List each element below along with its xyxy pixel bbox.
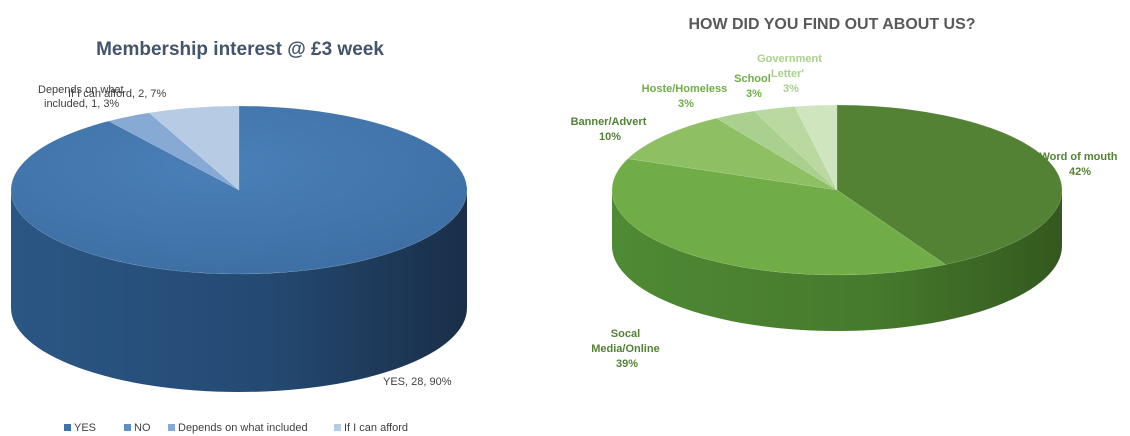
right-label-social-media: Socal Media/Online 39% [591,328,663,370]
right-label-school-line2: 3% [746,88,762,100]
right-label-hostel-line2: 3% [678,98,694,110]
right-slice-word-of-mouth[interactable] [836,104,1063,265]
left-label-depends-line2: included, 1, 3% [44,98,119,110]
right-pie-slices [611,104,1063,276]
right-label-word-of-mouth: Word of mouth 42% [1039,151,1120,178]
left-label-depends: Depends on what included, 1, 3% [38,84,127,110]
legend-swatch-afford [334,424,341,431]
left-pie-side [11,190,467,392]
left-chart-title: Membership interest @ £3 week [96,39,384,60]
legend-label-depends: Depends on what included [178,422,308,434]
right-label-school-line1: School [734,73,771,85]
right-label-gov-line1: Government [757,53,822,65]
right-label-banner-line2: 10% [599,131,621,143]
right-label-banner-line1: Banner/Advert [571,116,647,128]
left-slice-afford[interactable] [148,105,240,191]
legend-swatch-no [124,424,131,431]
right-label-social-line3: 39% [616,358,638,370]
right-label-hostel-line1: Hoste/Homeless [642,83,728,95]
right-chart: HOW DID YOU FIND OUT ABOUT US? Word of m… [571,16,1120,370]
right-slice-school[interactable] [753,106,838,191]
right-label-school: School 3% [734,73,774,100]
right-label-social-line2: Media/Online [591,343,659,355]
right-label-banner: Banner/Advert 10% [571,116,650,143]
right-chart-title: HOW DID YOU FIND OUT ABOUT US? [688,16,975,33]
legend-label-no: NO [134,422,151,434]
right-slice-banner[interactable] [627,118,838,191]
legend-swatch-depends [168,424,175,431]
left-slice-depends[interactable] [108,112,240,191]
left-label-yes: YES, 28, 90% [383,376,452,388]
left-label-depends-line1: Depends on what [38,84,124,96]
legend-swatch-yes [64,424,71,431]
right-label-social-line1: Socal [611,328,640,340]
left-slice-yes[interactable] [10,105,468,275]
right-slice-government[interactable] [794,104,838,191]
left-chart: Membership interest @ £3 week Depends on… [10,39,468,434]
right-slice-social-media[interactable] [611,158,946,276]
right-label-wom-line1: Word of mouth [1039,151,1117,163]
right-label-gov-line3: 3% [783,83,799,95]
right-pie-side [612,190,1062,331]
right-label-gov-line2: Letter' [771,68,805,80]
right-label-hostel: Hoste/Homeless 3% [642,83,731,110]
left-pie-slices [10,105,468,275]
right-slice-hostel[interactable] [715,110,838,191]
left-label-afford: If I can afford, 2, 7% [68,88,166,100]
right-label-wom-line2: 42% [1069,166,1091,178]
legend-label-yes: YES [74,422,96,434]
legend-label-afford: If I can afford [344,422,408,434]
left-legend: YES NO Depends on what included If I can… [64,422,408,434]
right-label-government: Government Letter' 3% [757,53,825,95]
